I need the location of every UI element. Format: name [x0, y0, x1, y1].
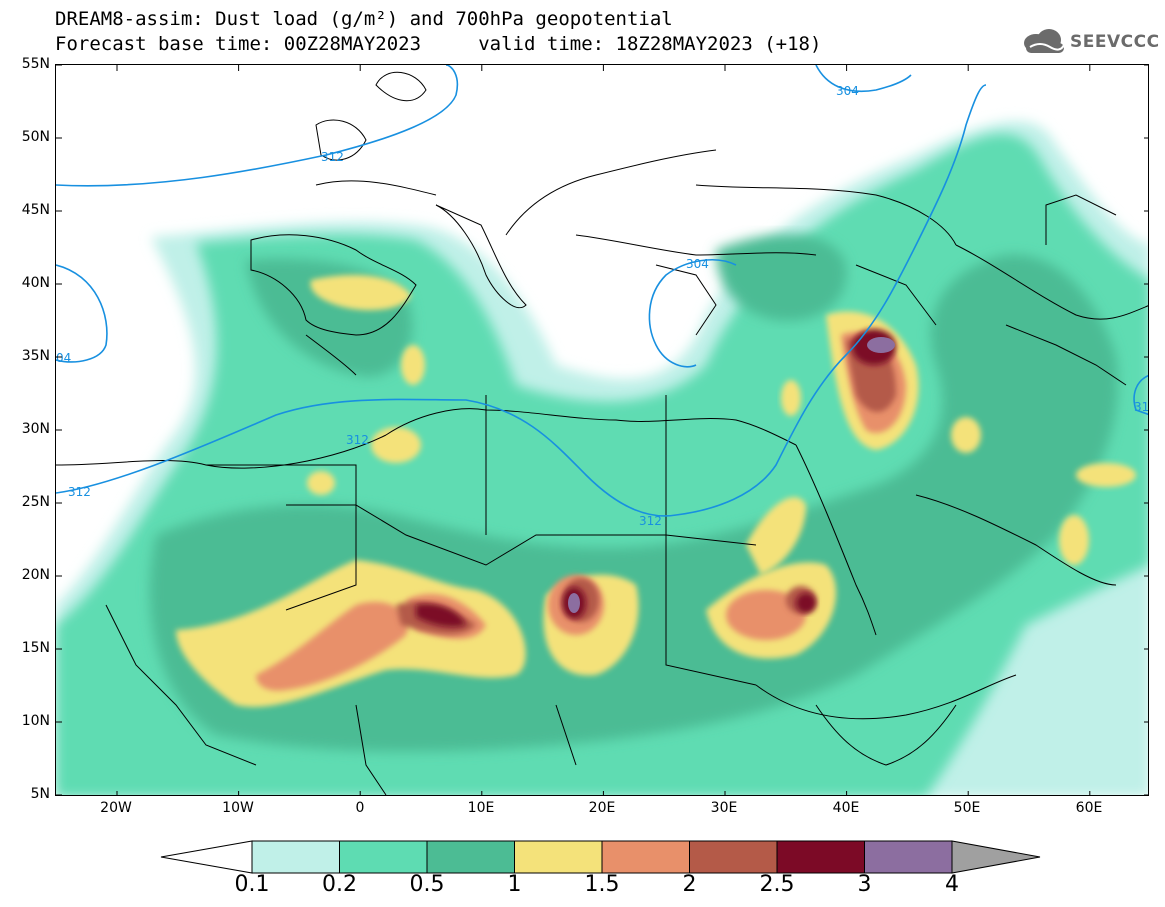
map-canvas: 304 312 304 312 312 312 04 31	[56, 65, 1149, 795]
lat-label-25n: 25N	[21, 494, 50, 510]
lat-label-40n: 40N	[21, 275, 50, 291]
colorbar-box	[601, 840, 690, 874]
colorbar-label-0.1: 0.1	[234, 872, 270, 897]
contour-label-304-top: 304	[836, 84, 859, 98]
axis-ticks	[56, 65, 1148, 795]
lat-label-30n: 30N	[21, 421, 50, 437]
seevccc-logo: SEEVCCC	[1018, 27, 1160, 57]
contour-label-304-greece: 304	[686, 257, 709, 271]
lon-label-10w: 10W	[222, 800, 254, 816]
contour-label-312-atlantic: 312	[68, 485, 91, 499]
contour-label-312-morocco: 312	[346, 433, 369, 447]
geopotential-contours	[56, 65, 1148, 517]
logo-text: SEEVCCC	[1070, 32, 1160, 52]
cloud-icon	[1024, 29, 1065, 53]
colorbar-label-1: 1	[507, 872, 522, 897]
colorbar-box	[251, 840, 340, 874]
lat-label-10n: 10N	[21, 713, 50, 729]
contour-label-04-edge: 04	[56, 351, 71, 365]
colorbar-under-triangle	[160, 840, 253, 874]
lon-label-60e: 60E	[1075, 800, 1103, 816]
geopotential-contour-labels: 304 312 304 312 312 312 04 31	[56, 84, 1149, 528]
lon-label-20e: 20E	[588, 800, 616, 816]
lat-label-55n: 55N	[21, 56, 50, 72]
colorbar-box	[776, 840, 865, 874]
dust-hotspots	[176, 275, 1136, 707]
colorbar-label-2.5: 2.5	[759, 872, 795, 897]
colorbar-label-0.5: 0.5	[409, 872, 445, 897]
colorbar-label-4: 4	[945, 872, 959, 897]
lon-label-50e: 50E	[953, 800, 981, 816]
colorbar-box	[426, 840, 515, 874]
dust-load-map[interactable]: 304 312 304 312 312 312 04 31	[55, 64, 1149, 796]
coastlines-and-borders	[56, 71, 1148, 795]
lat-label-45n: 45N	[21, 202, 50, 218]
lat-label-35n: 35N	[21, 348, 50, 364]
colorbar-label-2: 2	[682, 872, 697, 897]
map-title: DREAM8-assim: Dust load (g/m²) and 700hP…	[55, 8, 673, 30]
lon-label-0: 0	[355, 800, 365, 816]
contour-label-312-sahara: 312	[639, 514, 662, 528]
lon-label-30e: 30E	[710, 800, 738, 816]
contour-label-312-europe: 312	[321, 150, 344, 164]
colorbar	[160, 840, 1041, 874]
contour-label-31-edge: 31	[1134, 400, 1149, 414]
lat-label-5n: 5N	[30, 786, 50, 802]
colorbar-label-1.5: 1.5	[584, 872, 620, 897]
colorbar-label-3: 3	[857, 872, 872, 897]
lat-label-50n: 50N	[21, 129, 50, 145]
colorbar-label-0.2: 0.2	[322, 872, 357, 897]
colorbar-boxes	[251, 840, 953, 874]
lon-label-20w: 20W	[100, 800, 132, 816]
lat-label-15n: 15N	[21, 640, 50, 656]
colorbar-box	[864, 840, 953, 874]
colorbar-box	[689, 840, 778, 874]
colorbar-box	[514, 840, 603, 874]
colorbar-over-triangle	[951, 840, 1041, 874]
colorbar-box	[339, 840, 428, 874]
map-subtitle-times: Forecast base time: 00Z28MAY2023 valid t…	[55, 33, 822, 55]
lon-label-10e: 10E	[467, 800, 495, 816]
lon-label-40e: 40E	[832, 800, 860, 816]
lat-label-20n: 20N	[21, 567, 50, 583]
